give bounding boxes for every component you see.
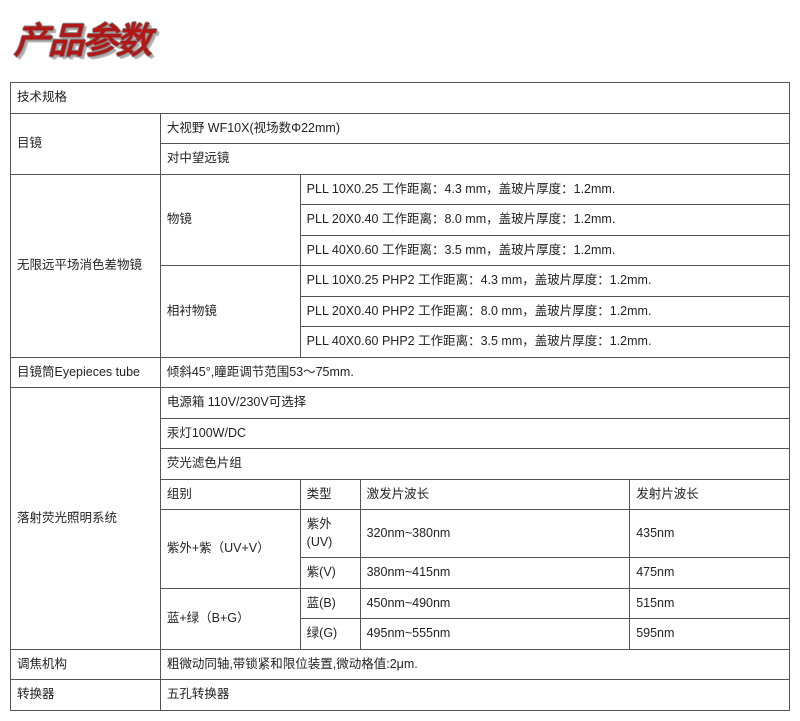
objective-group1-label: 物镜 bbox=[160, 174, 300, 266]
fluor-excite: 495nm~555nm bbox=[360, 619, 630, 650]
fluor-emit: 595nm bbox=[630, 619, 790, 650]
table-row: 调焦机构 粗微动同轴,带锁紧和限位装置,微动格值:2μm. bbox=[11, 649, 790, 680]
fluor-excite: 320nm~380nm bbox=[360, 510, 630, 558]
converter-value: 五孔转换器 bbox=[160, 680, 789, 711]
table-row: 转换器 五孔转换器 bbox=[11, 680, 790, 711]
objective-label: 无限远平场消色差物镜 bbox=[11, 174, 161, 357]
table-row: 落射荧光照明系统 电源箱 110V/230V可选择 bbox=[11, 388, 790, 419]
fluor-subheader-emit: 发射片波长 bbox=[630, 479, 790, 510]
table-row: 目镜 大视野 WF10X(视场数Φ22mm) bbox=[11, 113, 790, 144]
title-banner: 产品参数 bbox=[0, 0, 800, 82]
eyepiece-label: 目镜 bbox=[11, 113, 161, 174]
spec-table: 技术规格 目镜 大视野 WF10X(视场数Φ22mm) 对中望远镜 无限远平场消… bbox=[10, 82, 790, 711]
table-header: 技术规格 bbox=[11, 83, 790, 114]
fluor-subheader-excite: 激发片波长 bbox=[360, 479, 630, 510]
title-graphic: 产品参数 bbox=[10, 8, 190, 63]
objective-value: PLL 40X0.60 工作距离：3.5 mm，盖玻片厚度：1.2mm. bbox=[300, 235, 789, 266]
fluor-value: 电源箱 110V/230V可选择 bbox=[160, 388, 789, 419]
tube-value: 倾斜45°,瞳距调节范围53～75mm. bbox=[160, 357, 789, 388]
objective-value: PLL 20X0.40 PHP2 工作距离：8.0 mm，盖玻片厚度：1.2mm… bbox=[300, 296, 789, 327]
fluor-excite: 450nm~490nm bbox=[360, 588, 630, 619]
fluor-type: 紫(V) bbox=[300, 558, 360, 589]
fluor-value: 荧光滤色片组 bbox=[160, 449, 789, 480]
objective-value: PLL 40X0.60 PHP2 工作距离：3.5 mm，盖玻片厚度：1.2mm… bbox=[300, 327, 789, 358]
fluor-value: 汞灯100W/DC bbox=[160, 418, 789, 449]
fluor-emit: 515nm bbox=[630, 588, 790, 619]
fluor-label: 落射荧光照明系统 bbox=[11, 388, 161, 650]
focus-label: 调焦机构 bbox=[11, 649, 161, 680]
eyepiece-value: 对中望远镜 bbox=[160, 144, 789, 175]
fluor-type: 蓝(B) bbox=[300, 588, 360, 619]
objective-value: PLL 20X0.40 工作距离：8.0 mm，盖玻片厚度：1.2mm. bbox=[300, 205, 789, 236]
objective-group2-label: 相衬物镜 bbox=[160, 266, 300, 358]
converter-label: 转换器 bbox=[11, 680, 161, 711]
objective-value: PLL 10X0.25 PHP2 工作距离：4.3 mm，盖玻片厚度：1.2mm… bbox=[300, 266, 789, 297]
table-row: 无限远平场消色差物镜 物镜 PLL 10X0.25 工作距离：4.3 mm，盖玻… bbox=[11, 174, 790, 205]
fluor-type: 绿(G) bbox=[300, 619, 360, 650]
fluor-excite: 380nm~415nm bbox=[360, 558, 630, 589]
focus-value: 粗微动同轴,带锁紧和限位装置,微动格值:2μm. bbox=[160, 649, 789, 680]
fluor-type: 紫外 (UV) bbox=[300, 510, 360, 558]
fluor-emit: 475nm bbox=[630, 558, 790, 589]
eyepiece-value: 大视野 WF10X(视场数Φ22mm) bbox=[160, 113, 789, 144]
tube-label: 目镜筒Eyepieces tube bbox=[11, 357, 161, 388]
fluor-group-uv-label: 紫外+紫（UV+V） bbox=[160, 510, 300, 589]
table-row: 技术规格 bbox=[11, 83, 790, 114]
fluor-group-bg-label: 蓝+绿（B+G） bbox=[160, 588, 300, 649]
fluor-subheader-group: 组别 bbox=[160, 479, 300, 510]
fluor-subheader-type: 类型 bbox=[300, 479, 360, 510]
fluor-emit: 435nm bbox=[630, 510, 790, 558]
table-row: 目镜筒Eyepieces tube 倾斜45°,瞳距调节范围53～75mm. bbox=[11, 357, 790, 388]
objective-value: PLL 10X0.25 工作距离：4.3 mm，盖玻片厚度：1.2mm. bbox=[300, 174, 789, 205]
title-text: 产品参数 bbox=[14, 12, 150, 64]
